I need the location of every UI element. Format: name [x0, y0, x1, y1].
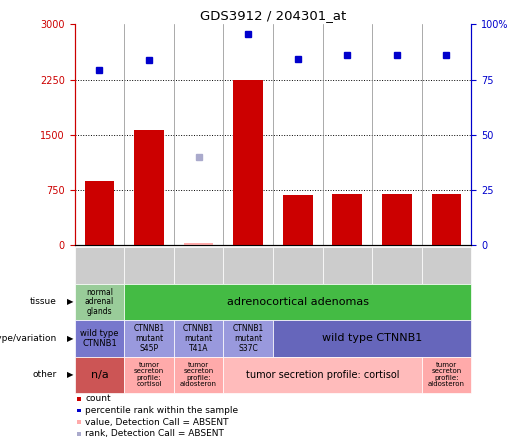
Text: ▶: ▶ — [67, 334, 74, 343]
Bar — [382, 194, 412, 245]
Text: other: other — [32, 370, 57, 379]
Text: wild type CTNNB1: wild type CTNNB1 — [322, 333, 422, 343]
Text: ▶: ▶ — [67, 297, 74, 306]
Text: tissue: tissue — [30, 297, 57, 306]
Text: CTNNB1
mutant
S37C: CTNNB1 mutant S37C — [233, 324, 264, 353]
Text: tumor
secreton
profile:
cortisol: tumor secreton profile: cortisol — [134, 362, 164, 388]
Text: CTNNB1
mutant
T41A: CTNNB1 mutant T41A — [183, 324, 214, 353]
Bar — [184, 243, 213, 245]
Text: normal
adrenal
glands: normal adrenal glands — [85, 288, 114, 316]
Text: count: count — [85, 394, 111, 403]
Bar — [84, 181, 114, 245]
Text: tumor secretion profile: cortisol: tumor secretion profile: cortisol — [246, 370, 399, 380]
Text: tumor
secreton
profile:
aldosteron: tumor secreton profile: aldosteron — [428, 362, 465, 388]
Text: ▶: ▶ — [67, 370, 74, 379]
Title: GDS3912 / 204301_at: GDS3912 / 204301_at — [200, 9, 346, 22]
Bar — [283, 195, 313, 245]
Text: wild type
CTNNB1: wild type CTNNB1 — [80, 329, 119, 348]
Bar — [233, 79, 263, 245]
Text: CTNNB1
mutant
S45P: CTNNB1 mutant S45P — [133, 324, 165, 353]
Text: genotype/variation: genotype/variation — [0, 334, 57, 343]
Text: value, Detection Call = ABSENT: value, Detection Call = ABSENT — [85, 417, 229, 427]
Text: rank, Detection Call = ABSENT: rank, Detection Call = ABSENT — [85, 429, 225, 438]
Bar — [333, 194, 362, 245]
Bar — [134, 131, 164, 245]
Text: percentile rank within the sample: percentile rank within the sample — [85, 406, 238, 415]
Text: n/a: n/a — [91, 370, 108, 380]
Bar — [432, 194, 461, 245]
Text: adrenocortical adenomas: adrenocortical adenomas — [227, 297, 369, 307]
Text: tumor
secreton
profile:
aldosteron: tumor secreton profile: aldosteron — [180, 362, 217, 388]
